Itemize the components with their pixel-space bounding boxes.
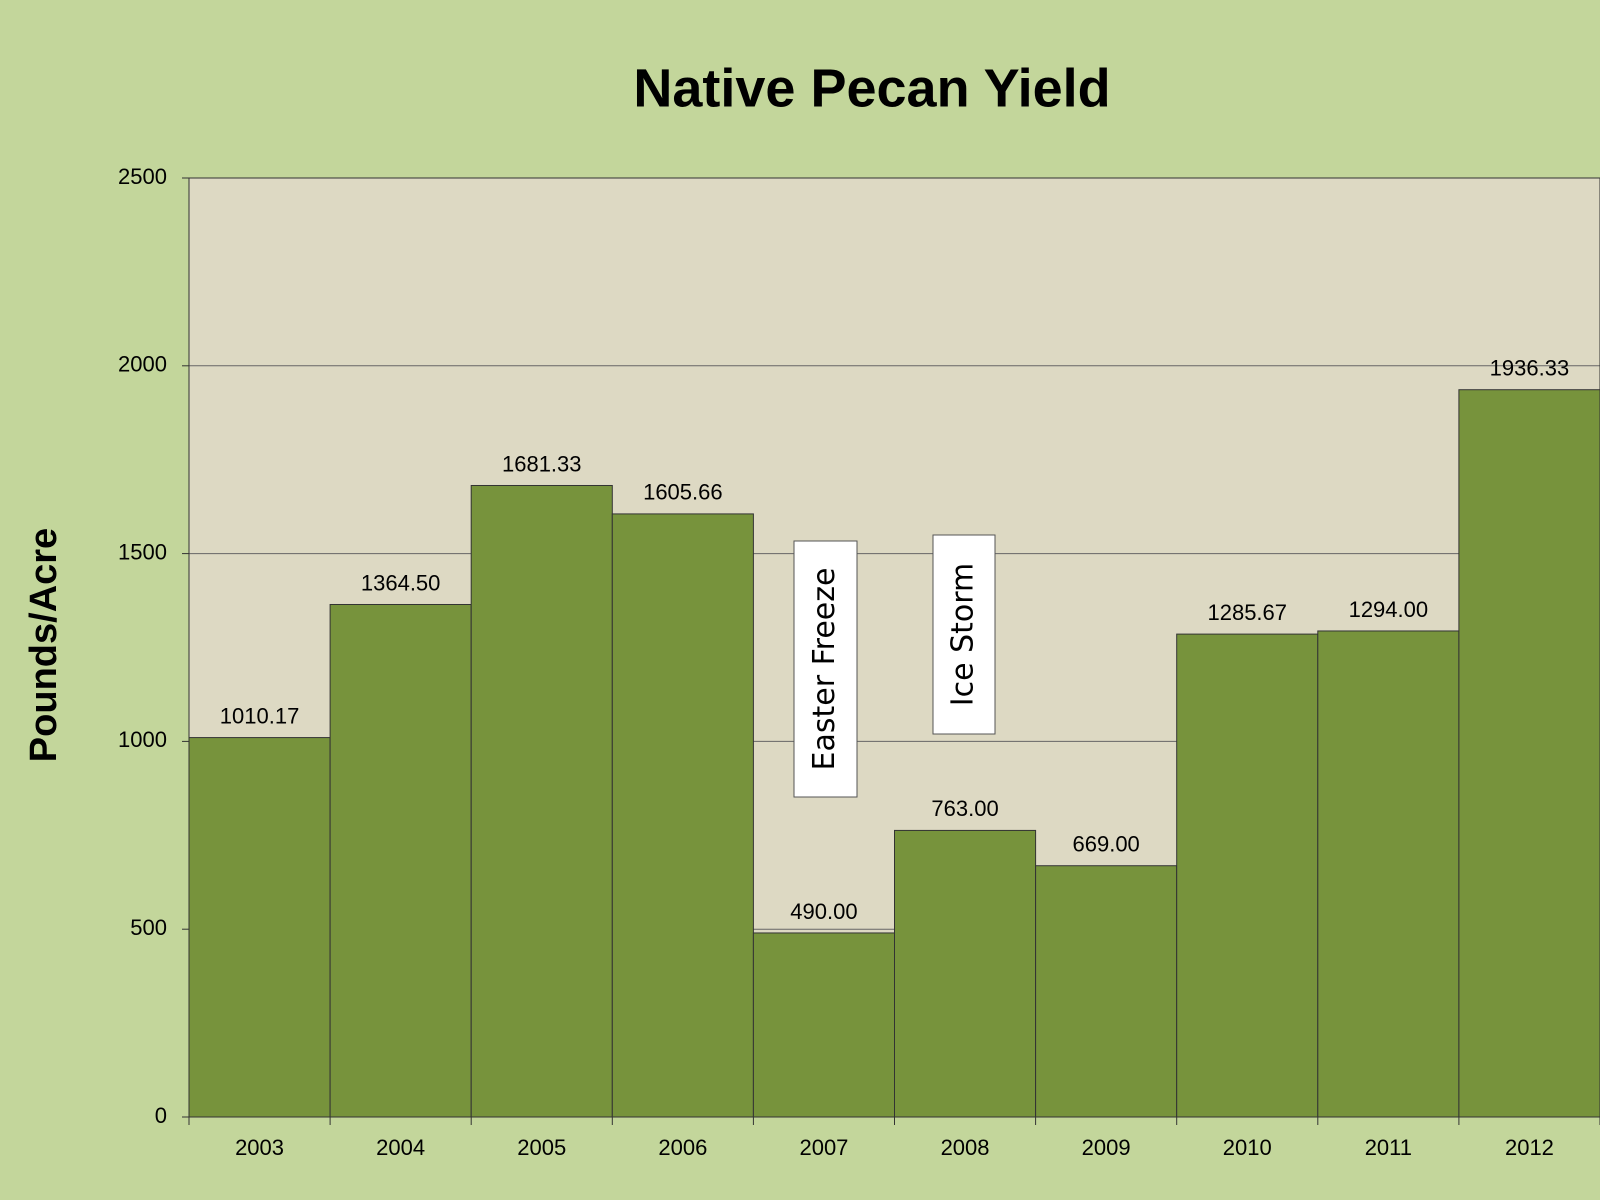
bar — [894, 829, 1037, 1118]
value-label: 1364.50 — [361, 570, 441, 595]
bar — [611, 513, 754, 1118]
bar — [1176, 633, 1319, 1118]
x-tick-label: 2009 — [1082, 1135, 1131, 1160]
bar — [1458, 389, 1600, 1118]
value-label: 763.00 — [931, 796, 998, 821]
annotation: Easter Freeze — [807, 568, 842, 771]
bar — [1317, 630, 1460, 1118]
x-tick-label: 2010 — [1223, 1135, 1272, 1160]
x-tick-label: 2012 — [1505, 1135, 1554, 1160]
annotation-box — [932, 534, 996, 735]
x-tick-label: 2007 — [799, 1135, 848, 1160]
y-axis-label: Pounds/Acre — [23, 528, 65, 762]
bar — [1035, 865, 1178, 1118]
bar — [752, 932, 896, 1118]
annotation-box — [793, 540, 858, 798]
chart-title: Native Pecan Yield — [633, 58, 1110, 118]
y-tick-label: 1500 — [118, 539, 167, 564]
x-tick-label: 2005 — [517, 1135, 566, 1160]
y-tick-label: 1000 — [118, 727, 167, 752]
x-tick-label: 2003 — [235, 1135, 284, 1160]
y-tick-label: 2000 — [118, 352, 167, 377]
value-label: 490.00 — [790, 899, 857, 924]
annotation: Ice Storm — [946, 563, 981, 707]
x-tick-label: 2006 — [658, 1135, 707, 1160]
value-label: 1936.33 — [1490, 356, 1570, 381]
x-tick-label: 2008 — [941, 1135, 990, 1160]
x-tick-label: 2004 — [376, 1135, 425, 1160]
value-label: 669.00 — [1073, 832, 1140, 857]
value-label: 1294.00 — [1349, 597, 1429, 622]
bar — [470, 484, 613, 1118]
value-label: 1010.17 — [220, 703, 300, 728]
y-tick-label: 500 — [130, 915, 167, 940]
x-tick-label: 2011 — [1365, 1135, 1412, 1160]
bar — [329, 603, 472, 1118]
plot-border — [188, 177, 1600, 1118]
y-tick-label: 2500 — [118, 164, 167, 189]
bar — [188, 737, 331, 1118]
value-label: 1681.33 — [502, 451, 582, 476]
value-label: 1605.66 — [643, 480, 723, 505]
y-tick-label: 0 — [155, 1103, 167, 1128]
value-label: 1285.67 — [1207, 600, 1287, 625]
